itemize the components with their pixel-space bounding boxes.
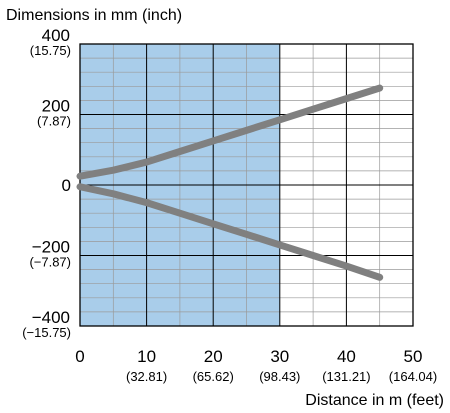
chart-title: Dimensions in mm (inch)	[6, 7, 182, 24]
y-tick-sublabel: (−7.87)	[29, 255, 71, 270]
y-tick-label: 200	[42, 97, 70, 116]
x-tick-label: 0	[75, 347, 84, 366]
x-tick-sublabel: (131.21)	[322, 369, 370, 384]
y-tick-label: −200	[32, 238, 70, 257]
grid-minor	[80, 44, 413, 326]
x-tick-label: 10	[137, 347, 156, 366]
y-tick-labels: 400(15.75) 200(7.87) 0 −200(−7.87) −400(−15.…	[22, 26, 71, 340]
x-tick-label: 30	[270, 347, 289, 366]
x-axis-label: Distance in m (feet)	[305, 392, 444, 409]
x-tick-sublabel: (65.62)	[193, 369, 234, 384]
x-tick-label: 40	[337, 347, 356, 366]
y-tick-sublabel: (15.75)	[30, 43, 71, 58]
x-tick-labels: 0 10 (32.81) 20 (65.62) 30 (98.43) 40 (131.21) 50…	[75, 347, 437, 384]
x-tick-sublabel: (98.43)	[259, 369, 300, 384]
series-lines	[76, 84, 384, 281]
series-line-1	[76, 84, 384, 180]
x-tick-sublabel: (164.04)	[389, 369, 437, 384]
y-tick-sublabel: (7.87)	[37, 114, 71, 129]
y-tick-label: 400	[42, 26, 70, 45]
y-tick-sublabel: (−15.75)	[22, 325, 71, 340]
x-tick-sublabel: (32.81)	[126, 369, 167, 384]
x-tick-label: 50	[404, 347, 423, 366]
x-tick-label: 20	[204, 347, 223, 366]
y-tick-label: 0	[62, 176, 71, 195]
series-line-2	[76, 183, 384, 281]
y-tick-label: −400	[32, 308, 70, 327]
